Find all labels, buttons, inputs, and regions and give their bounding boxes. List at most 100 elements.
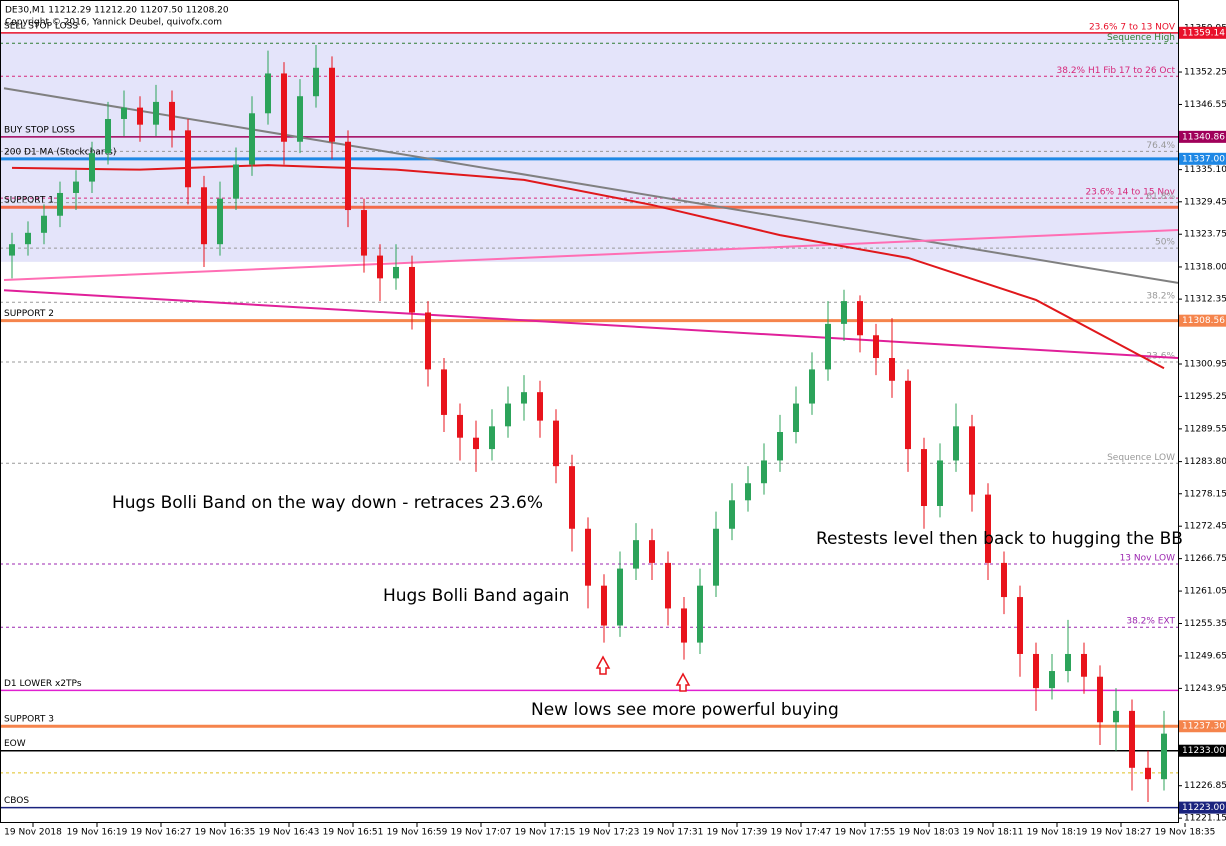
candle-body	[121, 107, 127, 119]
level-right-label: 23.6% 7 to 13 NOV	[1089, 22, 1176, 32]
candle-body	[409, 266, 415, 313]
trendline	[3, 87, 1179, 284]
level-label: EOW	[4, 739, 26, 749]
candle-body	[457, 414, 463, 438]
candle-body	[425, 312, 431, 370]
candle-body	[569, 466, 575, 529]
trendline	[3, 228, 1179, 282]
x-tick-label: 19 Nov 17:55	[835, 828, 896, 838]
x-tick-label: 19 Nov 16:51	[323, 828, 384, 838]
price-tag	[1179, 720, 1226, 733]
candle-body	[953, 426, 959, 461]
arrow-up	[675, 672, 691, 692]
y-tick-label: 11243.95	[1184, 684, 1226, 694]
level-right-label: Sequence High	[1107, 33, 1175, 43]
price-tag-label: 11308.56	[1182, 316, 1225, 326]
candle-body	[809, 369, 815, 404]
level-label: CBOS	[4, 796, 29, 806]
candle-body	[473, 437, 479, 450]
x-tick-label: 19 Nov 2018	[4, 828, 62, 838]
level-right-label: 50%	[1155, 238, 1175, 248]
annotation: Hugs Bolli Band on the way down - retrac…	[112, 493, 543, 513]
plot: SELL STOP LOSS 23.6% 7 to 13 NOVSequence …	[0, 21, 1179, 809]
level-label: SELL STOP LOSS	[4, 21, 78, 31]
level-right-label: 23.6% 14 to 15 Nov	[1085, 188, 1175, 198]
price-tag-label: 11337.00	[1182, 154, 1225, 164]
price-tag	[1179, 130, 1226, 143]
level-label: BUY STOP LOSS	[4, 125, 75, 135]
candle-body	[1001, 562, 1007, 598]
x-tick-label: 19 Nov 18:11	[963, 828, 1024, 838]
x-tick-label: 19 Nov 16:43	[259, 828, 320, 838]
candle-body	[201, 187, 207, 245]
y-tick-label: 11255.35	[1184, 619, 1226, 629]
candle-body	[153, 101, 159, 125]
y-tick-label: 11221.15	[1184, 814, 1226, 824]
moving-average	[11, 164, 1165, 370]
candle-body	[857, 301, 863, 336]
candle-body	[345, 141, 351, 211]
level-right-label: 76.4%	[1146, 141, 1175, 151]
price-tag-label: 11223.00	[1182, 803, 1225, 813]
candle-body	[1097, 676, 1103, 723]
candle-body	[105, 118, 111, 154]
level-right-label: 13 Nov LOW	[1120, 554, 1176, 564]
price-tag	[1179, 801, 1226, 814]
y-tick-label: 11335.10	[1184, 165, 1226, 175]
candle-body	[441, 369, 447, 415]
x-tick-label: 19 Nov 18:27	[1091, 828, 1152, 838]
annotation: Hugs Bolli Band again	[383, 586, 569, 606]
candle-body	[1145, 767, 1151, 780]
candle-body	[89, 153, 95, 182]
price-tag-label: 11237.30	[1182, 722, 1225, 732]
candle-body	[969, 426, 975, 495]
candle-body	[729, 500, 735, 529]
trendline	[3, 289, 1179, 360]
candle-body	[233, 164, 239, 199]
price-tag-label: 11359.14	[1182, 28, 1225, 38]
y-tick-label: 11261.05	[1184, 587, 1226, 597]
zone	[0, 33, 1178, 262]
level-label: SUPPORT 1	[4, 196, 54, 206]
level-label: SUPPORT 2	[4, 309, 54, 319]
candle-body	[841, 301, 847, 324]
candle-body	[553, 420, 559, 467]
x-tick-label: 19 Nov 18:03	[899, 828, 960, 838]
y-tick-label: 11278.15	[1184, 489, 1226, 499]
candle-body	[585, 528, 591, 586]
y-tick-label: 11318.00	[1184, 262, 1226, 272]
x-tick-label: 19 Nov 17:15	[515, 828, 576, 838]
candle-body	[681, 608, 687, 643]
candle-body	[1017, 597, 1023, 654]
x-tick-label: 19 Nov 16:59	[387, 828, 448, 838]
candle-body	[329, 67, 335, 142]
y-tick-label: 11272.45	[1184, 522, 1226, 532]
candle-body	[1161, 733, 1167, 780]
level-label: D1 LOWER x2TPs	[4, 679, 82, 689]
y-tick-label: 11346.55	[1184, 100, 1226, 110]
candle-body	[777, 432, 783, 461]
price-tag-label: 11233.00	[1182, 746, 1225, 756]
candle-body	[713, 528, 719, 586]
x-tick-label: 19 Nov 18:35	[1155, 828, 1216, 838]
level-right-label: 38.2%	[1146, 292, 1175, 302]
candle-body	[633, 540, 639, 569]
level-right-label: Sequence LOW	[1107, 453, 1175, 463]
y-tick-label: 11352.25	[1184, 68, 1226, 78]
candle-body	[185, 130, 191, 188]
candle-body	[25, 232, 31, 245]
candle-body	[1065, 653, 1071, 672]
candle-body	[297, 96, 303, 142]
price-tag	[1179, 744, 1226, 757]
level-right-label: 38.2% EXT	[1126, 617, 1175, 627]
x-tick-label: 19 Nov 17:39	[707, 828, 768, 838]
candle-body	[665, 562, 671, 609]
x-tick-label: 19 Nov 17:07	[451, 828, 512, 838]
annotation: New lows see more powerful buying	[531, 700, 839, 720]
candle-body	[617, 568, 623, 626]
price-tag	[1179, 314, 1226, 327]
y-tick-label: 11329.45	[1184, 197, 1226, 207]
candle-body	[521, 392, 527, 404]
